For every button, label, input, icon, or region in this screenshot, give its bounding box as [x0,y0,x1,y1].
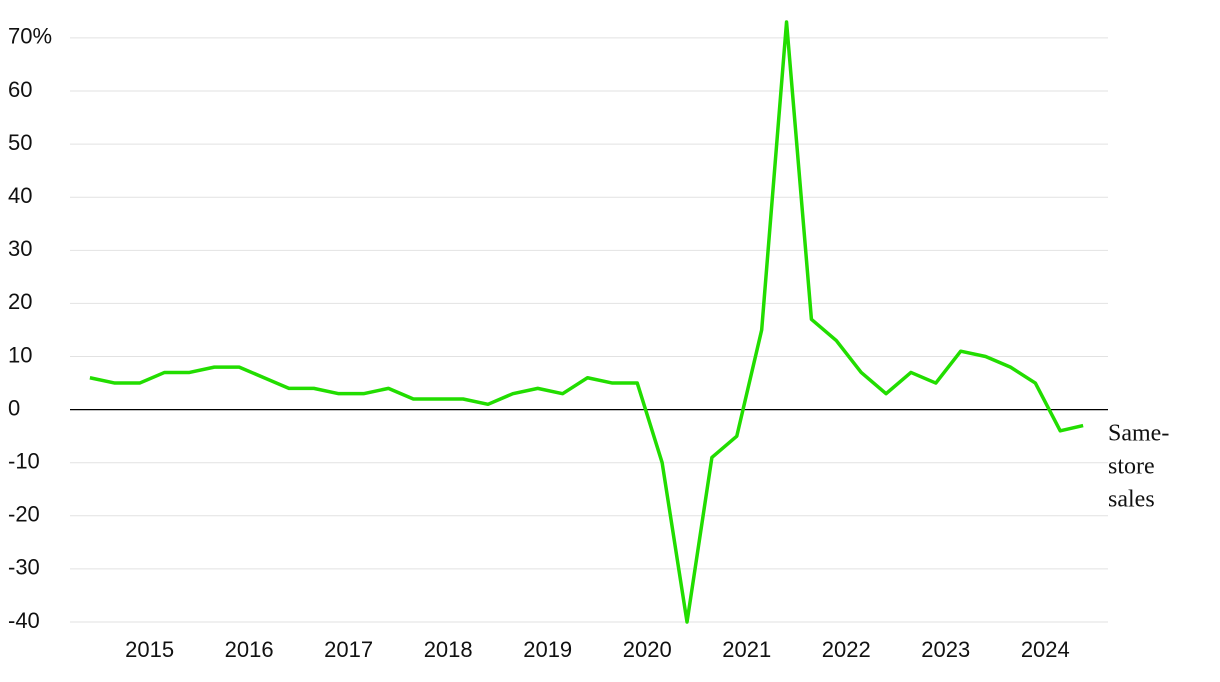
x-tick-label: 2016 [225,637,274,662]
x-tick-label: 2020 [623,637,672,662]
y-tick-label: -30 [8,555,40,580]
y-tick-label: 40 [8,183,32,208]
y-tick-label: 60 [8,77,32,102]
x-tick-label: 2018 [424,637,473,662]
y-tick-label: -20 [8,502,40,527]
series-label: store [1108,454,1155,480]
y-tick-label: -40 [8,608,40,633]
x-tick-label: 2021 [722,637,771,662]
x-tick-label: 2017 [324,637,373,662]
x-tick-label: 2023 [921,637,970,662]
y-tick-label: 10 [8,342,32,367]
series-label: Same- [1108,421,1169,447]
y-tick-label: 30 [8,236,32,261]
x-tick-label: 2024 [1021,637,1070,662]
x-tick-label: 2022 [822,637,871,662]
x-tick-label: 2019 [523,637,572,662]
y-tick-label: 50 [8,130,32,155]
y-tick-label: 20 [8,289,32,314]
y-tick-label: 70% [8,24,52,49]
y-tick-label: 0 [8,395,20,420]
x-tick-label: 2015 [125,637,174,662]
line [89,20,1084,624]
series-label: sales [1108,487,1155,513]
y-tick-label: -10 [8,449,40,474]
